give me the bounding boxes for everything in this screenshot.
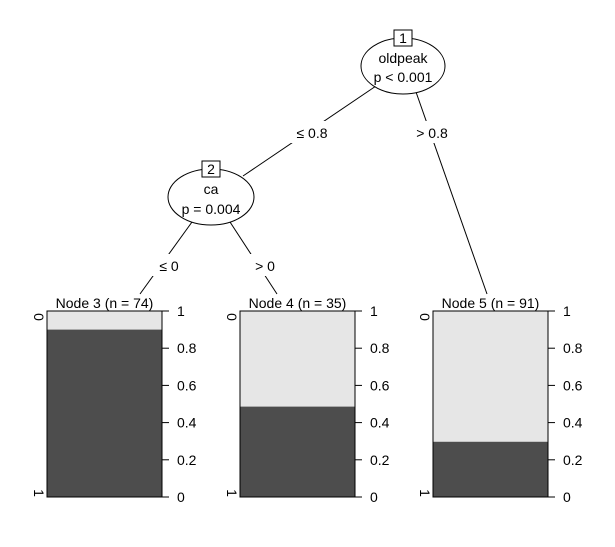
y-tick-label-node-3: 0.4 (177, 415, 197, 431)
class-label-1-node-4: 1 (224, 489, 240, 497)
class-label-0-node-5: 0 (417, 313, 433, 321)
y-tick-label-node-4: 0.8 (370, 340, 390, 356)
class-label-1-node-5: 1 (417, 489, 433, 497)
y-tick-label-node-3: 0.6 (177, 377, 197, 393)
panel-title-bg-node-4 (242, 295, 353, 310)
y-tick-label-node-4: 0 (370, 489, 378, 505)
y-tick-label-node-5: 1 (563, 303, 571, 319)
panel-title-bg-node-3 (49, 295, 160, 310)
node-id-box-1 (393, 29, 413, 47)
inner-node-2: 2 ca p = 0.004 (167, 160, 255, 226)
class-label-0-node-3: 0 (31, 313, 47, 321)
y-tick-label-node-3: 1 (177, 303, 185, 319)
node-2-pvalue: p = 0.004 (182, 201, 241, 217)
y-tick-label-node-4: 0.4 (370, 415, 390, 431)
y-tick-label-node-5: 0.4 (563, 415, 583, 431)
y-tick-label-node-3: 0.8 (177, 340, 197, 356)
y-tick-label-node-5: 0 (563, 489, 571, 505)
bar-class-1-node-3 (47, 329, 162, 497)
y-tick-label-node-5: 0.8 (563, 340, 583, 356)
y-tick-label-node-3: 0.2 (177, 452, 197, 468)
svg-text:> 0: > 0 (255, 258, 275, 274)
edge-label-node1-node5: > 0.8 (410, 121, 454, 143)
y-tick-label-node-5: 0.2 (563, 452, 583, 468)
terminal-node-4: Node 4 (n = 35) 0 1 0 0.2 0.4 0.6 0.8 1 (224, 295, 390, 505)
edge-label-node2-node3: ≤ 0 (152, 254, 186, 276)
svg-text:> 0.8: > 0.8 (416, 125, 448, 141)
y-tick-label-node-3: 0 (177, 489, 185, 505)
y-tick-label-node-4: 0.6 (370, 377, 390, 393)
node-2-variable: ca (204, 181, 219, 197)
y-tick-label-node-4: 0.2 (370, 452, 390, 468)
bar-class-1-node-5 (433, 441, 548, 497)
panel-title-node-5: Node 5 (n = 91) (442, 295, 540, 311)
y-tick-label-node-5: 0.6 (563, 377, 583, 393)
node-id-1: 1 (399, 30, 407, 46)
terminal-nodes: Node 3 (n = 74)01 00.20.40.60.81 Node 4 (n… (31, 295, 583, 505)
panel-title-node-3: Node 3 (n = 74) (56, 295, 154, 311)
node-1-variable: oldpeak (378, 50, 428, 66)
svg-text:≤ 0.8: ≤ 0.8 (296, 125, 327, 141)
class-label-1-node-3: 1 (31, 489, 47, 497)
bar-class-0-node-5 (433, 311, 548, 442)
bar-class-0-node-3 (47, 311, 162, 330)
svg-text:≤ 0: ≤ 0 (159, 258, 179, 274)
panel-title-bg-node-5 (435, 295, 546, 310)
class-label-0-node-4: 0 (224, 313, 240, 321)
node-id-2: 2 (207, 161, 215, 177)
bar-class-1-node-4 (240, 406, 355, 497)
node-1-pvalue: p < 0.001 (374, 69, 433, 85)
panel-title-node-4: Node 4 (n = 35) (249, 295, 347, 311)
edge-label-node2-node4: > 0 (249, 254, 283, 276)
terminal-node-3: Node 3 (n = 74) 0 1 0 0.2 0.4 0.6 0.8 1 (31, 295, 197, 505)
inner-node-1: 1 oldpeak p < 0.001 (360, 29, 446, 95)
bar-class-0-node-4 (240, 311, 355, 407)
edge-label-node1-node2: ≤ 0.8 (290, 121, 334, 143)
terminal-node-5: Node 5 (n = 91) 0 1 0 0.2 0.4 0.6 0.8 1 (417, 295, 583, 505)
y-tick-label-node-4: 1 (370, 303, 378, 319)
node-id-box-2 (201, 160, 221, 178)
